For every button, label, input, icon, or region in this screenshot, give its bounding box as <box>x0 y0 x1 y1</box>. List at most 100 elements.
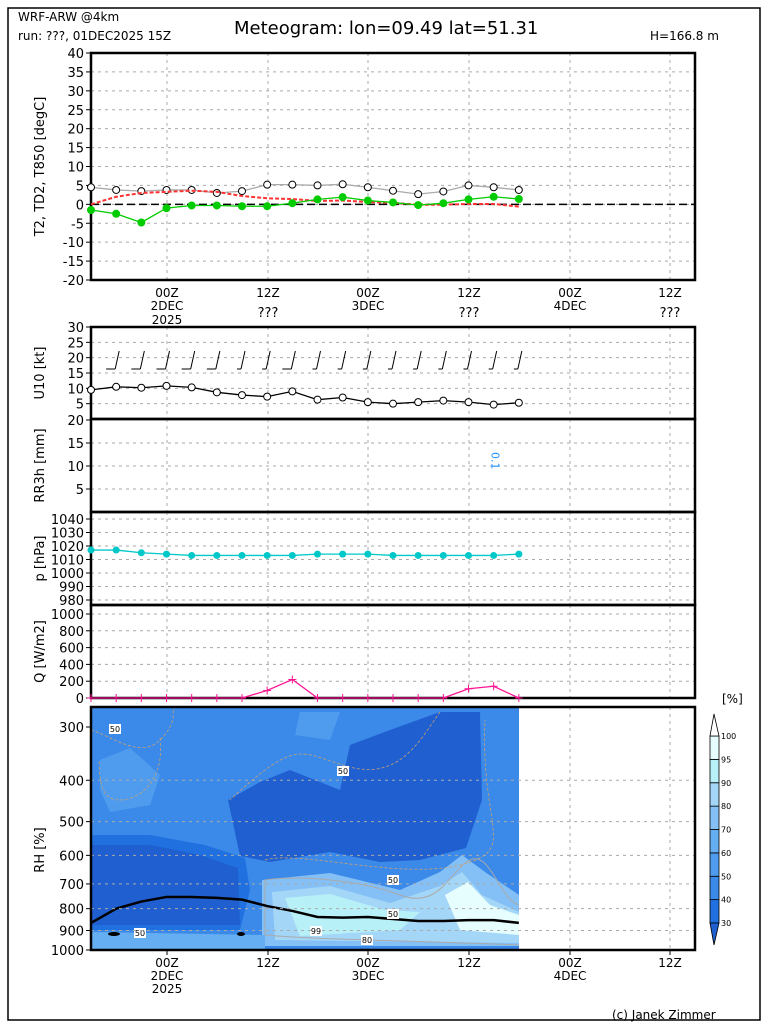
time-label: 2DEC <box>151 299 184 313</box>
wind-barb-staff <box>391 350 397 370</box>
td2-point <box>238 202 246 211</box>
wind-barb-staff <box>467 350 472 370</box>
td2-point <box>87 206 95 215</box>
colorbar-tick-label: 60 <box>721 849 731 858</box>
wind-barb <box>413 350 422 370</box>
t850-line <box>90 189 519 208</box>
run-label: run: ???, 01DEC2025 15Z <box>18 29 171 43</box>
pressure-point <box>213 551 221 559</box>
copyright: (c) Janek Zimmer <box>612 1008 716 1022</box>
td2-point <box>389 198 397 207</box>
contour-label: 50 <box>387 875 399 885</box>
contour-label: 99 <box>310 926 322 936</box>
temperature-tick-label: 0 <box>76 198 84 213</box>
u10-point <box>514 398 523 407</box>
time-label: 12Z <box>658 956 682 970</box>
panel-frame <box>89 705 697 952</box>
radiation-tick-label: 800 <box>59 625 84 640</box>
wind-barb-staff <box>290 350 296 370</box>
t2-point <box>363 183 372 192</box>
radiation-point <box>439 694 448 702</box>
radiation-point <box>187 694 196 702</box>
temperature-tick-label: -15 <box>63 255 84 270</box>
td2-point <box>363 196 372 205</box>
u10-point <box>389 399 397 408</box>
rain-tick-label: 5 <box>76 483 84 498</box>
radiation-point <box>464 684 473 693</box>
model-label: WRF-ARW @4km <box>18 10 119 24</box>
t2-point <box>489 183 498 192</box>
td2-point <box>162 204 171 213</box>
contour-label-bg <box>387 875 399 885</box>
temperature-tick-label: 40 <box>67 47 84 62</box>
td2-point <box>439 199 448 208</box>
contour-label-bg <box>337 766 349 776</box>
y-axis-label: T2, TD2, T850 [degC] <box>33 97 48 238</box>
rh-tick-label: 800 <box>59 903 84 918</box>
pressure-point <box>163 550 170 558</box>
t2-point <box>514 185 523 194</box>
u10-point <box>414 398 423 407</box>
wind-barb-staff <box>114 350 120 370</box>
time-label: 00Z <box>155 956 179 970</box>
colorbar-tick-label: 95 <box>721 755 731 764</box>
pressure-point <box>414 551 422 559</box>
wind-barb <box>312 350 321 370</box>
wind-tick-label: 10 <box>67 382 84 397</box>
wind-barb <box>262 350 271 370</box>
u10-point <box>288 387 297 396</box>
radiation-point <box>489 682 498 691</box>
pressure-tick-label: 1020 <box>51 540 84 555</box>
wind-barb-staff <box>165 350 170 370</box>
pressure-point <box>389 551 397 559</box>
colorbar-segment <box>709 782 720 807</box>
contour-label-text: 50 <box>110 725 120 734</box>
contour-label-text: 50 <box>135 929 145 938</box>
rh-contour-fill <box>228 712 482 862</box>
temperature-tick-label: 10 <box>67 161 84 176</box>
wind-barb <box>463 350 472 370</box>
colorbar-segment <box>709 899 720 924</box>
radiation-tick-label: 400 <box>59 658 84 673</box>
rh-50-contour <box>90 707 494 870</box>
wind-barb <box>106 350 120 370</box>
wind-tick-label: 30 <box>67 321 84 336</box>
td2-line <box>90 196 519 224</box>
wind-barb <box>337 350 347 370</box>
y-axis-label: U10 [kt] <box>33 347 48 400</box>
u10-point <box>87 385 95 394</box>
colorbar-high-arrow <box>709 713 720 737</box>
radiation-tick-label: 0 <box>76 692 84 707</box>
contour-label-bg <box>109 724 121 734</box>
time-label: 12Z <box>658 286 682 300</box>
year-label: 2025 <box>152 313 183 327</box>
u10-point <box>238 391 246 400</box>
pressure-tick-label: 990 <box>59 581 84 596</box>
wind-barb <box>237 350 246 370</box>
pressure-point <box>465 551 472 559</box>
pressure-point <box>238 551 246 559</box>
contour-label-bg <box>361 935 373 945</box>
temperature-tick-label: 25 <box>67 104 84 119</box>
contour-label: 50 <box>109 724 121 734</box>
t2-line <box>90 183 519 195</box>
wind-barb <box>362 350 372 370</box>
time-label: 12Z <box>457 286 481 300</box>
colorbar-segment <box>709 852 720 877</box>
wind-barb <box>282 350 296 370</box>
colorbar-tick-label: 30 <box>721 919 731 928</box>
radiation-tick-label: 200 <box>59 675 84 690</box>
temperature-tick-label: 15 <box>67 142 84 157</box>
y-axis-label: RH [%] <box>33 827 48 872</box>
rh-tick-label: 700 <box>59 878 84 893</box>
pressure-point <box>87 546 95 554</box>
colorbar-tick-label: 100 <box>721 732 736 741</box>
t2-point <box>263 180 272 189</box>
u10-point <box>137 383 146 392</box>
y-axis-label: RR3h [mm] <box>33 428 48 502</box>
radiation-point <box>288 675 297 684</box>
contour-label-text: 50 <box>388 876 398 885</box>
td2-point <box>489 192 498 201</box>
colorbar-segment <box>709 758 720 784</box>
